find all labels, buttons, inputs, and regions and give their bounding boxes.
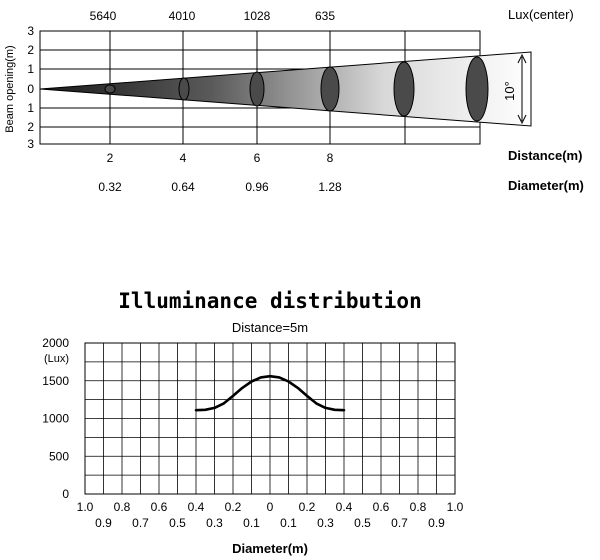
beam-y-tick: 1 xyxy=(27,101,34,115)
beam-y-tick: 2 xyxy=(27,43,34,57)
diameter-values: 0.32 0.64 0.96 1.28 xyxy=(98,180,342,194)
lux-value: 1028 xyxy=(244,9,271,23)
chart-subtitle: Distance=5m xyxy=(232,320,308,335)
diameter-value: 0.32 xyxy=(98,180,122,194)
illuminance-curve xyxy=(194,374,346,412)
plot-frame xyxy=(84,342,456,495)
lux-center-label: Lux(center) xyxy=(508,7,574,22)
beam-cross-section xyxy=(465,56,489,122)
beam-y-tick: 1 xyxy=(27,62,34,76)
x-tick-label-minor: 0.1 xyxy=(280,516,297,530)
y-axis-label: (Lux) xyxy=(44,353,69,365)
x-tick-label-minor: 0.9 xyxy=(428,516,445,530)
x-tick-label: 0 xyxy=(267,500,274,514)
x-tick-label-minor: 0.5 xyxy=(169,516,186,530)
x-tick-label-minor: 0.5 xyxy=(354,516,371,530)
beam-cross-section xyxy=(320,66,340,112)
beam-y-tick: 3 xyxy=(27,24,34,38)
x-tick-label: 0.4 xyxy=(336,500,353,514)
beam-cross-section xyxy=(249,71,265,107)
arrow-head-top xyxy=(517,53,527,64)
x-tick-label-minor: 0.7 xyxy=(132,516,149,530)
beam-diagram: 10° Beam opening(m) 3 2 1 0 1 2 3 5640 4010 1028… xyxy=(4,7,584,194)
distance-label: Distance(m) xyxy=(508,148,582,163)
x-tick-label-minor: 0.9 xyxy=(95,516,112,530)
distance-value: 8 xyxy=(327,151,334,165)
chart-title: Illuminance distribution xyxy=(118,289,421,313)
x-tick-label: 1.0 xyxy=(77,500,94,514)
y-tick-label: 500 xyxy=(49,449,69,463)
lux-value: 635 xyxy=(315,9,335,23)
beam-angle-label: 10° xyxy=(502,81,517,101)
x-tick-label: 0.8 xyxy=(114,500,131,514)
diameter-value: 0.64 xyxy=(171,180,195,194)
y-tick-label: 1000 xyxy=(42,412,69,426)
beam-ylabel: Beam opening(m) xyxy=(4,45,16,132)
plot-grid xyxy=(85,343,455,494)
distance-values: 2 4 6 8 xyxy=(107,151,334,165)
lux-value: 5640 xyxy=(90,9,117,23)
x-tick-label: 0.2 xyxy=(225,500,242,514)
x-tick-label: 0.6 xyxy=(373,500,390,514)
diameter-value: 1.28 xyxy=(318,180,342,194)
lux-value: 4010 xyxy=(169,9,196,23)
x-tick-label-minor: 0.1 xyxy=(243,516,260,530)
x-tick-label-minor: 0.3 xyxy=(206,516,223,530)
lux-values: 5640 4010 1028 635 xyxy=(90,9,336,23)
x-tick-label: 0.6 xyxy=(151,500,168,514)
distance-value: 6 xyxy=(254,151,261,165)
x-ticks: 1.0 0.8 0.6 0.4 0.2 0 0.2 0.4 0.6 0.8 1.00.9 0.7 0.5… xyxy=(77,500,464,530)
arrow-head-bottom xyxy=(517,114,527,125)
beam-y-tick: 3 xyxy=(27,137,34,151)
distance-value: 4 xyxy=(180,151,187,165)
y-tick-label: 2000 xyxy=(42,336,69,350)
x-tick-label: 0.8 xyxy=(410,500,427,514)
x-tick-label: 0.4 xyxy=(188,500,205,514)
x-tick-label: 1.0 xyxy=(447,500,464,514)
illuminance-chart: Illuminance distribution Distance=5m (Lu… xyxy=(42,289,463,556)
x-tick-label-minor: 0.3 xyxy=(317,516,334,530)
beam-cross-section xyxy=(104,84,116,94)
beam-y-tick: 0 xyxy=(27,82,34,96)
beam-ellipses xyxy=(104,56,489,122)
x-tick-label: 0.2 xyxy=(299,500,316,514)
x-tick-label-minor: 0.7 xyxy=(391,516,408,530)
y-ticks: 2000 1500 1000 500 0 xyxy=(42,336,69,501)
y-tick-label: 0 xyxy=(62,487,69,501)
beam-y-ticks: 3 2 1 0 1 2 3 xyxy=(27,24,34,151)
beam-y-tick: 2 xyxy=(27,120,34,134)
y-tick-label: 1500 xyxy=(42,374,69,388)
diameter-label: Diameter(m) xyxy=(508,178,584,193)
distance-value: 2 xyxy=(107,151,114,165)
diameter-value: 0.96 xyxy=(245,180,269,194)
x-axis-label: Diameter(m) xyxy=(232,541,308,556)
beam-cross-section xyxy=(178,77,190,101)
beam-cross-section xyxy=(393,61,415,117)
